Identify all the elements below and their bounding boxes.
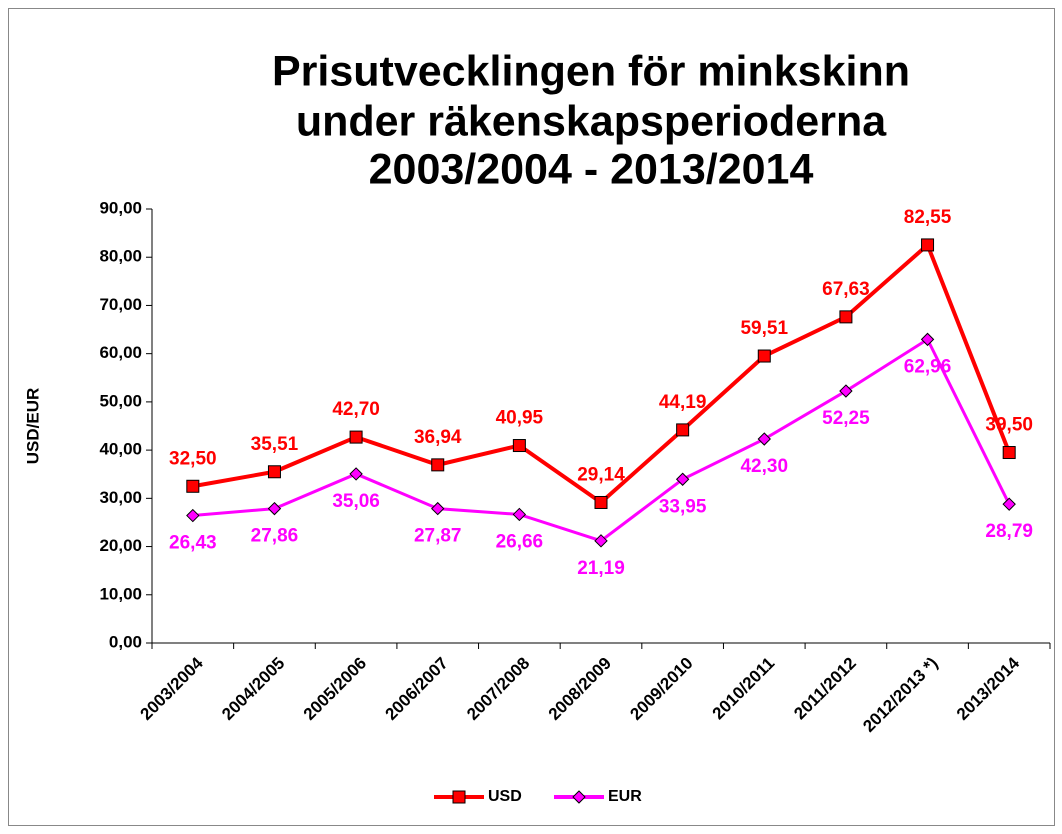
data-point — [512, 439, 526, 453]
data-point — [839, 384, 853, 398]
chart-title: Prisutvecklingen för minkskinn — [272, 47, 910, 95]
data-label: 21,19 — [577, 558, 625, 579]
y-tick-label: 20,00 — [99, 536, 142, 555]
data-label: 42,70 — [332, 399, 380, 420]
data-label: 52,25 — [822, 408, 870, 429]
data-label: 36,94 — [414, 427, 462, 448]
data-point — [757, 432, 771, 446]
data-point — [186, 508, 200, 523]
y-tick-label: 40,00 — [99, 440, 142, 459]
data-point — [186, 479, 200, 493]
legend-label: EUR — [608, 788, 642, 805]
data-point — [267, 501, 282, 516]
data-label: 67,63 — [822, 279, 870, 300]
data-point — [349, 467, 363, 481]
y-tick-label: 50,00 — [99, 391, 142, 410]
chart-frame — [8, 8, 1055, 826]
data-point — [757, 349, 771, 363]
data-point — [921, 238, 935, 252]
data-label: 82,55 — [904, 207, 952, 228]
y-axis-label: USD/EUR — [23, 388, 42, 465]
data-label: 62,96 — [904, 356, 952, 377]
data-point — [920, 332, 935, 347]
chart-title: 2003/2004 - 2013/2014 — [369, 145, 814, 193]
data-label: 32,50 — [169, 448, 217, 469]
data-label: 28,79 — [985, 521, 1033, 542]
data-label: 42,30 — [740, 456, 788, 477]
data-point — [431, 501, 445, 516]
data-label: 27,86 — [251, 526, 299, 547]
data-point — [349, 430, 363, 444]
data-point — [594, 495, 608, 509]
data-label: 44,19 — [659, 392, 707, 413]
data-point — [675, 472, 690, 486]
data-label: 40,95 — [496, 408, 544, 429]
data-label: 35,06 — [332, 491, 380, 512]
chart-title: under räkenskapsperioderna — [296, 97, 887, 145]
y-tick-label: 0,00 — [109, 632, 142, 651]
data-point — [1002, 446, 1016, 460]
y-tick-label: 90,00 — [99, 198, 142, 217]
data-point — [1002, 497, 1016, 511]
y-tick-label: 80,00 — [99, 247, 142, 266]
data-point — [839, 310, 853, 324]
legend-label: USD — [488, 788, 522, 805]
data-label: 35,51 — [251, 434, 299, 455]
data-point — [676, 423, 690, 437]
legend-marker — [452, 790, 466, 804]
y-tick-label: 70,00 — [99, 295, 142, 314]
data-label: 33,95 — [659, 496, 707, 517]
data-point — [594, 534, 608, 548]
data-label: 26,66 — [496, 531, 544, 552]
legend-marker — [572, 790, 586, 804]
data-label: 27,87 — [414, 526, 462, 547]
y-tick-label: 60,00 — [99, 343, 142, 362]
data-label: 39,50 — [985, 415, 1033, 436]
data-label: 59,51 — [740, 318, 788, 339]
data-point — [431, 458, 445, 472]
data-point — [512, 507, 527, 522]
y-tick-label: 10,00 — [99, 584, 142, 603]
data-label: 29,14 — [577, 464, 625, 485]
data-point — [267, 465, 281, 479]
data-label: 26,43 — [169, 533, 217, 554]
y-tick-label: 30,00 — [99, 488, 142, 507]
